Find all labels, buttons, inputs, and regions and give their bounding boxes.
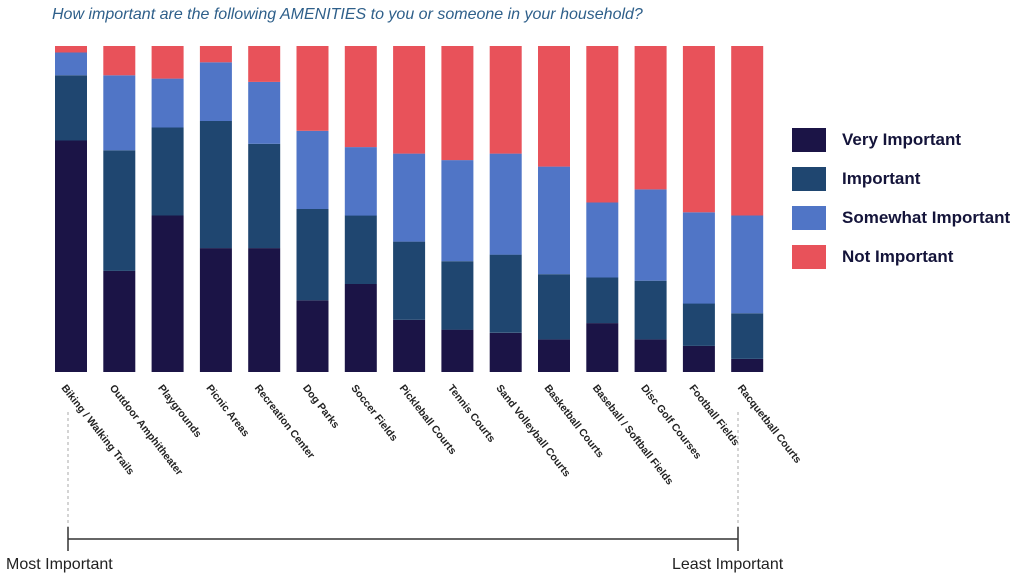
bar-outdoor-amphitheater-not-important <box>103 46 136 76</box>
category-label-racquetball-courts: Racquetball Courts <box>735 382 804 465</box>
bar-recreation-center-not-important <box>248 46 281 82</box>
bar-pickleball-courts-not-important <box>393 46 426 154</box>
bar-tennis-courts-very-important <box>441 329 474 372</box>
bar-tennis-courts-important <box>441 261 474 330</box>
bar-racquetball-courts-very-important <box>731 359 764 372</box>
bar-racquetball-courts-important <box>731 313 764 359</box>
legend-label: Somewhat Important <box>842 208 1011 227</box>
bar-biking-walking-trails-important <box>55 75 87 141</box>
scale-label-most-important: Most Important <box>6 556 113 573</box>
category-label-baseball-softball-fields: Baseball / Softball Fields <box>590 382 676 487</box>
bar-playgrounds-very-important <box>151 215 184 372</box>
bar-sand-volleyball-courts-important <box>489 254 522 333</box>
bar-biking-walking-trails-not-important <box>55 46 87 53</box>
bar-baseball-softball-fields-not-important <box>586 46 619 203</box>
bar-pickleball-courts-very-important <box>393 319 426 372</box>
bar-basketball-courts-somewhat-important <box>538 166 570 275</box>
legend-item-somewhat-important: Somewhat Important <box>792 205 1010 231</box>
chart-title: How important are the following AMENITIE… <box>52 6 643 23</box>
bar-tennis-courts-somewhat-important <box>441 160 474 262</box>
bar-basketball-courts-very-important <box>538 339 570 372</box>
category-label-football-fields: Football Fields <box>687 382 742 448</box>
bar-baseball-softball-fields-very-important <box>586 323 619 372</box>
bar-football-fields-somewhat-important <box>682 212 715 304</box>
bar-dog-parks-important <box>296 209 329 301</box>
bar-basketball-courts-important <box>538 274 570 340</box>
legend-swatch <box>792 245 826 269</box>
bar-tennis-courts-not-important <box>441 46 474 161</box>
bar-picnic-areas-not-important <box>199 46 232 63</box>
legend: Very Important Important Somewhat Import… <box>792 127 1010 283</box>
bar-sand-volleyball-courts-somewhat-important <box>489 153 522 255</box>
bar-disc-golf-courses-very-important <box>634 339 667 372</box>
bar-recreation-center-important <box>248 143 281 249</box>
legend-label: Not Important <box>842 247 954 266</box>
bar-sand-volleyball-courts-not-important <box>489 46 522 154</box>
bar-recreation-center-somewhat-important <box>248 81 281 144</box>
bar-playgrounds-not-important <box>151 46 184 79</box>
bar-soccer-fields-very-important <box>344 284 377 372</box>
bar-picnic-areas-somewhat-important <box>199 62 232 121</box>
bar-racquetball-courts-not-important <box>731 46 764 216</box>
bar-playgrounds-somewhat-important <box>151 78 184 128</box>
legend-swatch <box>792 167 826 191</box>
bar-soccer-fields-not-important <box>344 46 377 148</box>
legend-swatch <box>792 206 826 230</box>
bar-sand-volleyball-courts-very-important <box>489 332 522 372</box>
bar-baseball-softball-fields-important <box>586 277 619 324</box>
bar-biking-walking-trails-somewhat-important <box>55 52 87 76</box>
bar-dog-parks-very-important <box>296 300 329 372</box>
bar-dog-parks-not-important <box>296 46 329 131</box>
bar-dog-parks-somewhat-important <box>296 130 329 209</box>
bar-soccer-fields-somewhat-important <box>344 147 377 216</box>
category-label-playgrounds: Playgrounds <box>155 382 204 440</box>
bars-layer <box>55 46 764 372</box>
legend-item-important: Important <box>792 166 1010 192</box>
bar-pickleball-courts-somewhat-important <box>393 153 426 242</box>
bar-football-fields-very-important <box>682 345 715 372</box>
legend-item-very-important: Very Important <box>792 127 1010 153</box>
bar-playgrounds-important <box>151 127 184 216</box>
bar-soccer-fields-important <box>344 215 377 284</box>
bar-disc-golf-courses-important <box>634 280 667 340</box>
category-label-dog-parks: Dog Parks <box>300 382 342 430</box>
legend-label: Important <box>842 169 921 188</box>
bar-disc-golf-courses-somewhat-important <box>634 189 667 281</box>
bar-outdoor-amphitheater-important <box>103 150 136 271</box>
bar-outdoor-amphitheater-very-important <box>103 270 136 372</box>
legend-item-not-important: Not Important <box>792 244 1010 270</box>
bar-baseball-softball-fields-somewhat-important <box>586 202 619 278</box>
bar-racquetball-courts-somewhat-important <box>731 215 764 314</box>
scale-label-least-important: Least Important <box>672 556 784 573</box>
category-label-tennis-courts: Tennis Courts <box>445 382 498 445</box>
category-label-picnic-areas: Picnic Areas <box>204 382 252 439</box>
legend-swatch <box>792 128 826 152</box>
bar-pickleball-courts-important <box>393 241 426 320</box>
legend-label: Very Important <box>842 130 962 149</box>
bar-football-fields-not-important <box>682 46 715 213</box>
bar-basketball-courts-not-important <box>538 46 570 167</box>
category-label-soccer-fields: Soccer Fields <box>348 382 400 443</box>
bar-disc-golf-courses-not-important <box>634 46 667 190</box>
importance-scale <box>67 412 739 551</box>
bar-outdoor-amphitheater-somewhat-important <box>103 75 136 151</box>
bar-recreation-center-very-important <box>248 248 281 372</box>
bar-football-fields-important <box>682 303 715 346</box>
bar-picnic-areas-very-important <box>199 248 232 372</box>
bar-biking-walking-trails-very-important <box>55 140 87 372</box>
bar-picnic-areas-important <box>199 121 232 249</box>
